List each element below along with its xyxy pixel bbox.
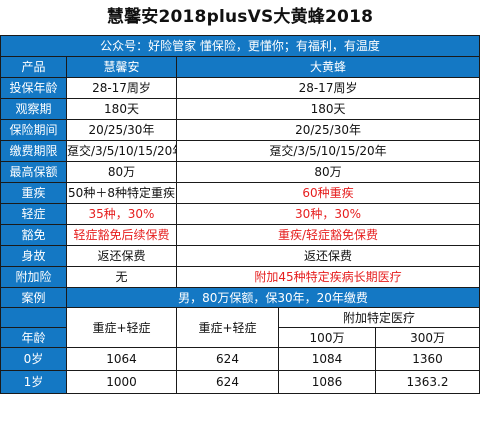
cell-a: 20/25/30年 (66, 119, 177, 141)
product-header-row: 产品 慧馨安 大黄蜂 (0, 56, 480, 78)
product-a-name: 慧馨安 (66, 56, 177, 78)
case-row: 0岁 1064 624 1084 1360 (0, 347, 480, 371)
cell-a: 返还保费 (66, 245, 177, 267)
case-value: 1000 (66, 370, 177, 394)
age-label: 年龄 (0, 327, 67, 348)
cell-a: 50种＋8种特定重疾 (66, 182, 177, 204)
subtitle: 公众号：好险管家 懂保险，更懂你；有福利，有温度 (0, 35, 480, 57)
row-label: 缴费期限 (0, 140, 67, 162)
case-extra-100: 100万 (278, 327, 376, 348)
case-col-a: 重症+轻症 (66, 307, 177, 348)
row-label: 最高保额 (0, 161, 67, 183)
row-label: 豁免 (0, 224, 67, 246)
cell-a: 28-17周岁 (66, 77, 177, 99)
case-label: 案例 (0, 287, 67, 308)
table-row: 缴费期限 趸交/3/5/10/15/20年 趸交/3/5/10/15/20年 (0, 140, 480, 162)
cell-b: 80万 (175, 161, 480, 183)
table-row: 豁免 轻症豁免后续保费 重疾/轻症豁免保费 (0, 224, 480, 246)
subtitle-row: 公众号：好险管家 懂保险，更懂你；有福利，有温度 (0, 35, 480, 57)
case-extra-header: 附加特定医疗 (277, 307, 480, 328)
case-value: 624 (176, 347, 279, 371)
case-value: 1064 (66, 347, 177, 371)
cell-b: 60种重疾 (175, 182, 480, 204)
row-label: 轻症 (0, 203, 67, 225)
row-label: 重疾 (0, 182, 67, 204)
row-label: 附加险 (0, 266, 67, 288)
case-value: 1360 (374, 347, 480, 371)
case-value: 1084 (278, 347, 376, 371)
case-row: 1岁 1000 624 1086 1363.2 (0, 370, 480, 394)
cell-a: 趸交/3/5/10/15/20年 (66, 140, 177, 162)
cell-b: 180天 (175, 98, 480, 120)
cell-a: 180天 (66, 98, 177, 120)
product-b-name: 大黄蜂 (175, 56, 480, 78)
case-col-b: 重症+轻症 (176, 307, 279, 348)
case-value: 1363.2 (374, 370, 480, 394)
table-row: 投保年龄 28-17周岁 28-17周岁 (0, 77, 480, 99)
row-label: 保险期间 (0, 119, 67, 141)
cell-b: 30种，30% (175, 203, 480, 225)
case-header: 男，80万保额，保30年，20年缴费 (65, 287, 480, 308)
cell-b: 重疾/轻症豁免保费 (175, 224, 480, 246)
cell-b: 返还保费 (175, 245, 480, 267)
cell-b: 趸交/3/5/10/15/20年 (175, 140, 480, 162)
case-header-row: 案例 男，80万保额，保30年，20年缴费 (0, 287, 480, 308)
case-value: 624 (176, 370, 279, 394)
table-row: 观察期 180天 180天 (0, 98, 480, 120)
table-row: 轻症 35种，30% 30种，30% (0, 203, 480, 225)
case-value: 1086 (278, 370, 376, 394)
cell-a: 80万 (66, 161, 177, 183)
table-row: 附加险 无 附加45种特定疾病长期医疗 (0, 266, 480, 288)
row-label: 观察期 (0, 98, 67, 120)
cell-b: 28-17周岁 (175, 77, 480, 99)
cell-a: 轻症豁免后续保费 (66, 224, 177, 246)
row-label: 投保年龄 (0, 77, 67, 99)
table-row: 重疾 50种＋8种特定重疾 60种重疾 (0, 182, 480, 204)
cell-a: 无 (66, 266, 177, 288)
cell-a: 35种，30% (66, 203, 177, 225)
table-row: 最高保额 80万 80万 (0, 161, 480, 183)
page-title: 慧馨安2018plusVS大黄蜂2018 (106, 7, 374, 27)
age-cell: 1岁 (0, 370, 67, 394)
age-cell: 0岁 (0, 347, 67, 371)
comparison-table: 公众号：好险管家 懂保险，更懂你；有福利，有温度 产品 慧馨安 大黄蜂 投保年龄… (0, 35, 480, 394)
table-row: 保险期间 20/25/30年 20/25/30年 (0, 119, 480, 141)
row-label-product: 产品 (0, 56, 67, 78)
case-label-spacer (0, 307, 67, 328)
cell-b: 附加45种特定疾病长期医疗 (175, 266, 480, 288)
case-subheader-row-2: 年龄 100万 300万 (0, 327, 480, 348)
table-row: 身故 返还保费 返还保费 (0, 245, 480, 267)
row-label: 身故 (0, 245, 67, 267)
cell-b: 20/25/30年 (175, 119, 480, 141)
case-subheader-row: 重症+轻症 重症+轻症 附加特定医疗 (0, 307, 480, 348)
case-extra-300: 300万 (374, 327, 480, 348)
